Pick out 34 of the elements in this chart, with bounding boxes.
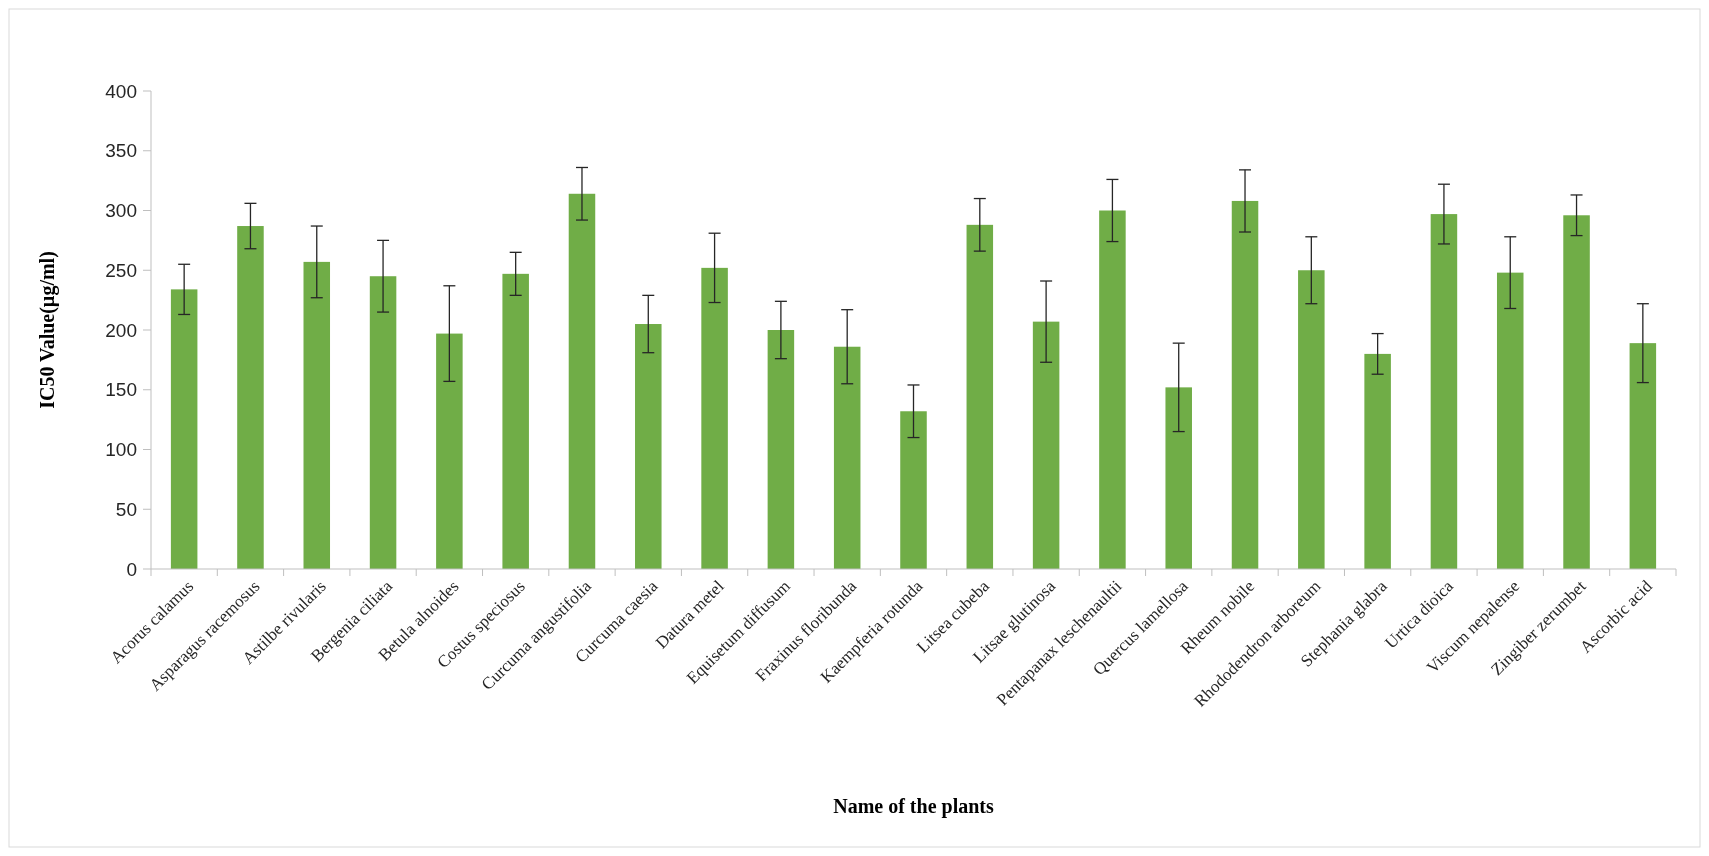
- bar: [1032, 321, 1060, 569]
- y-axis-title: IC50 Value(µg/ml): [36, 251, 59, 409]
- y-tick-label: 300: [105, 200, 137, 222]
- y-tick-label: 100: [105, 439, 137, 461]
- bar: [1231, 200, 1259, 569]
- bar: [1496, 272, 1524, 569]
- y-tick-label: 400: [105, 80, 137, 102]
- x-axis-title: Name of the plants: [833, 795, 994, 818]
- bar: [1298, 270, 1325, 569]
- bar: [568, 193, 596, 569]
- bar: [436, 333, 463, 569]
- y-tick-label: 200: [105, 319, 137, 341]
- bar: [767, 330, 795, 569]
- bar: [1099, 210, 1126, 569]
- bar: [303, 261, 331, 569]
- y-tick-label: 50: [115, 498, 137, 520]
- y-tick-label: 250: [105, 259, 137, 281]
- bar: [701, 267, 728, 569]
- bar: [369, 276, 397, 569]
- bar: [1430, 214, 1458, 569]
- y-tick-label: 150: [105, 379, 137, 401]
- bar: [1563, 215, 1590, 569]
- bar: [1165, 387, 1192, 569]
- bar: [1629, 343, 1657, 569]
- bar: [502, 273, 529, 569]
- bar: [966, 224, 994, 569]
- bar: [1364, 353, 1391, 569]
- bar: [237, 226, 264, 569]
- y-tick-label: 350: [105, 140, 137, 162]
- bar: [635, 324, 662, 569]
- bar: [833, 346, 861, 569]
- bar: [170, 289, 198, 569]
- bar: [900, 411, 927, 569]
- y-tick-label: 0: [126, 558, 137, 580]
